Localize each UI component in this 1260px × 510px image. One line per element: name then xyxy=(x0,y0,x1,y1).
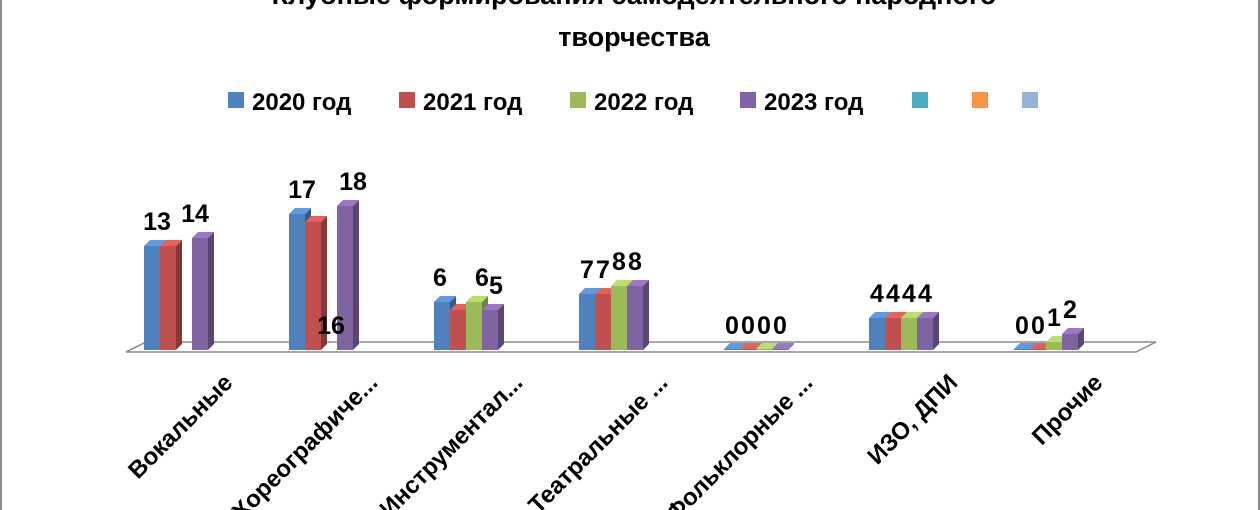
data-label-3-3: 6 xyxy=(475,264,489,292)
data-label-7-3: 1 xyxy=(1047,304,1061,332)
title-line-1: Клубные формирования самодеятельного нар… xyxy=(272,0,997,10)
data-label-5-4: 0 xyxy=(773,312,787,340)
category-label-6: ИЗО, ДПИ xyxy=(862,369,963,470)
legend-swatch-6 xyxy=(972,92,988,108)
legend-label-1: 2020 год xyxy=(252,89,351,116)
data-label-1-1: 13 xyxy=(143,208,171,236)
data-label-4-1: 7 xyxy=(580,256,594,284)
data-label-7-2: 0 xyxy=(1031,312,1045,340)
bar-2-4 xyxy=(337,200,359,350)
category-label-5: Фольклорные ... xyxy=(660,369,818,510)
legend-label-3: 2022 год xyxy=(594,89,693,116)
bar-3-4 xyxy=(482,304,504,350)
legend-swatch-3 xyxy=(570,92,586,108)
data-label-7-1: 0 xyxy=(1015,312,1029,340)
legend-swatch-2 xyxy=(399,92,415,108)
category-label-3: Инструментал... xyxy=(375,369,529,510)
bar-1-2 xyxy=(160,240,182,350)
data-label-2-3: 16 xyxy=(317,312,345,340)
data-label-5-1: 0 xyxy=(725,312,739,340)
category-label-7: Прочие xyxy=(1027,369,1108,450)
data-label-1-4: 14 xyxy=(181,200,209,228)
chart-legend: 2020 год 2021 год 2022 год 2023 год xyxy=(228,89,1038,116)
bar-5-4 xyxy=(772,343,794,350)
legend-swatch-4 xyxy=(740,92,756,108)
legend-label-4: 2023 год xyxy=(764,89,863,116)
bar-1-4 xyxy=(192,232,214,350)
data-label-2-1: 17 xyxy=(288,176,316,204)
bar-2-2 xyxy=(305,216,327,350)
chart-bars xyxy=(144,200,1084,350)
data-label-5-3: 0 xyxy=(757,312,771,340)
category-label-2: Хореографиче... xyxy=(227,369,383,510)
data-label-3-4: 5 xyxy=(489,272,503,300)
data-label-4-3: 8 xyxy=(612,248,626,276)
data-label-4-4: 8 xyxy=(628,248,642,276)
data-label-2-4: 18 xyxy=(339,168,367,196)
data-label-6-4: 4 xyxy=(918,280,932,308)
data-label-7-4: 2 xyxy=(1063,296,1077,324)
data-label-4-2: 7 xyxy=(596,256,610,284)
legend-label-2: 2021 год xyxy=(423,89,522,116)
bar-4-4 xyxy=(627,280,649,350)
data-label-6-1: 4 xyxy=(870,280,884,308)
legend-swatch-7 xyxy=(1022,92,1038,108)
category-axis: ВокальныеХореографиче...Инструментал...Т… xyxy=(123,369,1108,510)
chart-title: Клубные формирования самодеятельного нар… xyxy=(272,0,997,52)
data-label-3-1: 6 xyxy=(433,264,447,292)
category-label-4: Театральные ... xyxy=(523,369,673,510)
category-label-1: Вокальные xyxy=(123,369,238,484)
bar-7-4 xyxy=(1062,328,1084,350)
legend-swatch-5 xyxy=(912,92,928,108)
data-label-6-2: 4 xyxy=(886,280,900,308)
legend-swatch-1 xyxy=(228,92,244,108)
data-label-5-2: 0 xyxy=(741,312,755,340)
bar-6-4 xyxy=(917,312,939,350)
data-label-6-3: 4 xyxy=(902,280,916,308)
title-line-2: творчества xyxy=(558,22,711,52)
